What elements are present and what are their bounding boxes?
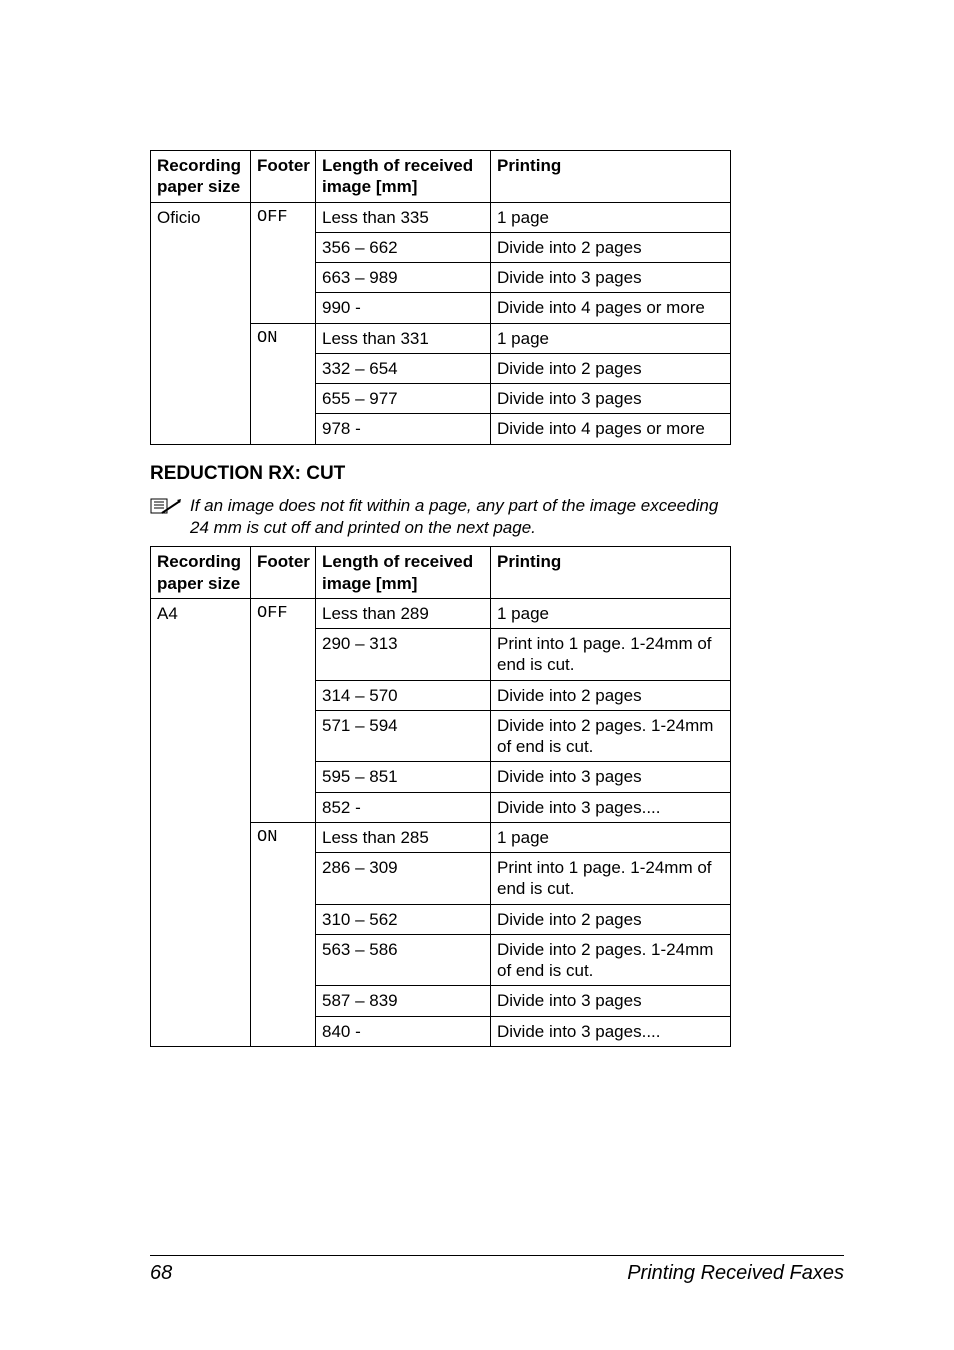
table-row: OficioOFFLess than 3351 page [151,202,731,232]
table-cell: 663 – 989 [316,263,491,293]
table-cell: ON [251,822,316,1046]
table-cell: 840 - [316,1016,491,1046]
table-cell: 655 – 977 [316,384,491,414]
table-cell: Oficio [151,202,251,444]
table-header-cell: Printing [491,151,731,203]
page: Recording paper sizeFooterLength of rece… [0,0,954,1350]
table-cell: 310 – 562 [316,904,491,934]
table-cell: Divide into 2 pages [491,680,731,710]
table-cell: 286 – 309 [316,853,491,905]
table-cell: 571 – 594 [316,710,491,762]
footer-title: Printing Received Faxes [627,1262,844,1285]
table-cell: 990 - [316,293,491,323]
table-cell: Divide into 3 pages [491,762,731,792]
table-cell: Less than 331 [316,323,491,353]
footer-divider [150,1255,844,1256]
table-cell: Print into 1 page. 1-24mm of end is cut. [491,853,731,905]
note-text: If an image does not fit within a page, … [190,495,740,541]
table-cell: Divide into 2 pages [491,232,731,262]
table-header-cell: Recording paper size [151,151,251,203]
table-a4: Recording paper sizeFooterLength of rece… [150,546,731,1047]
table-header-cell: Footer [251,547,316,599]
table-cell: Divide into 3 pages [491,263,731,293]
table-cell: 290 – 313 [316,629,491,681]
table-cell: 595 – 851 [316,762,491,792]
table-header-cell: Length of received image [mm] [316,151,491,203]
table-cell: Divide into 2 pages. 1-24mm of end is cu… [491,934,731,986]
table-cell: Divide into 2 pages [491,353,731,383]
table-cell: 563 – 586 [316,934,491,986]
table-cell: Divide into 4 pages or more [491,293,731,323]
footer-page-number: 68 [150,1262,172,1285]
note: If an image does not fit within a page, … [150,495,740,541]
table-cell: 1 page [491,822,731,852]
table-cell: 852 - [316,792,491,822]
table-cell: 978 - [316,414,491,444]
table-cell: 587 – 839 [316,986,491,1016]
table-cell: A4 [151,598,251,1046]
table-cell: Divide into 2 pages [491,904,731,934]
table-header-cell: Recording paper size [151,547,251,599]
table-cell: Less than 285 [316,822,491,852]
table-header-cell: Printing [491,547,731,599]
table-header-cell: Footer [251,151,316,203]
section-title: REDUCTION RX: CUT [150,463,844,485]
table-cell: Divide into 3 pages.... [491,1016,731,1046]
table-cell: Divide into 4 pages or more [491,414,731,444]
table-cell: Divide into 3 pages.... [491,792,731,822]
table-cell: OFF [251,202,316,323]
table-cell: Divide into 3 pages [491,384,731,414]
table-cell: 1 page [491,202,731,232]
table-cell: Print into 1 page. 1-24mm of end is cut. [491,629,731,681]
table-cell: 314 – 570 [316,680,491,710]
table-cell: 356 – 662 [316,232,491,262]
table-cell: Divide into 2 pages. 1-24mm of end is cu… [491,710,731,762]
table-cell: Less than 335 [316,202,491,232]
table-cell: Less than 289 [316,598,491,628]
table-cell: 1 page [491,598,731,628]
table-cell: 1 page [491,323,731,353]
table-header-cell: Length of received image [mm] [316,547,491,599]
note-icon [150,497,182,522]
table-cell: 332 – 654 [316,353,491,383]
page-footer: 68 Printing Received Faxes [150,1255,844,1285]
table-oficio: Recording paper sizeFooterLength of rece… [150,150,731,445]
table-row: A4OFFLess than 2891 page [151,598,731,628]
table-cell: ON [251,323,316,444]
table-cell: OFF [251,598,316,822]
table-cell: Divide into 3 pages [491,986,731,1016]
